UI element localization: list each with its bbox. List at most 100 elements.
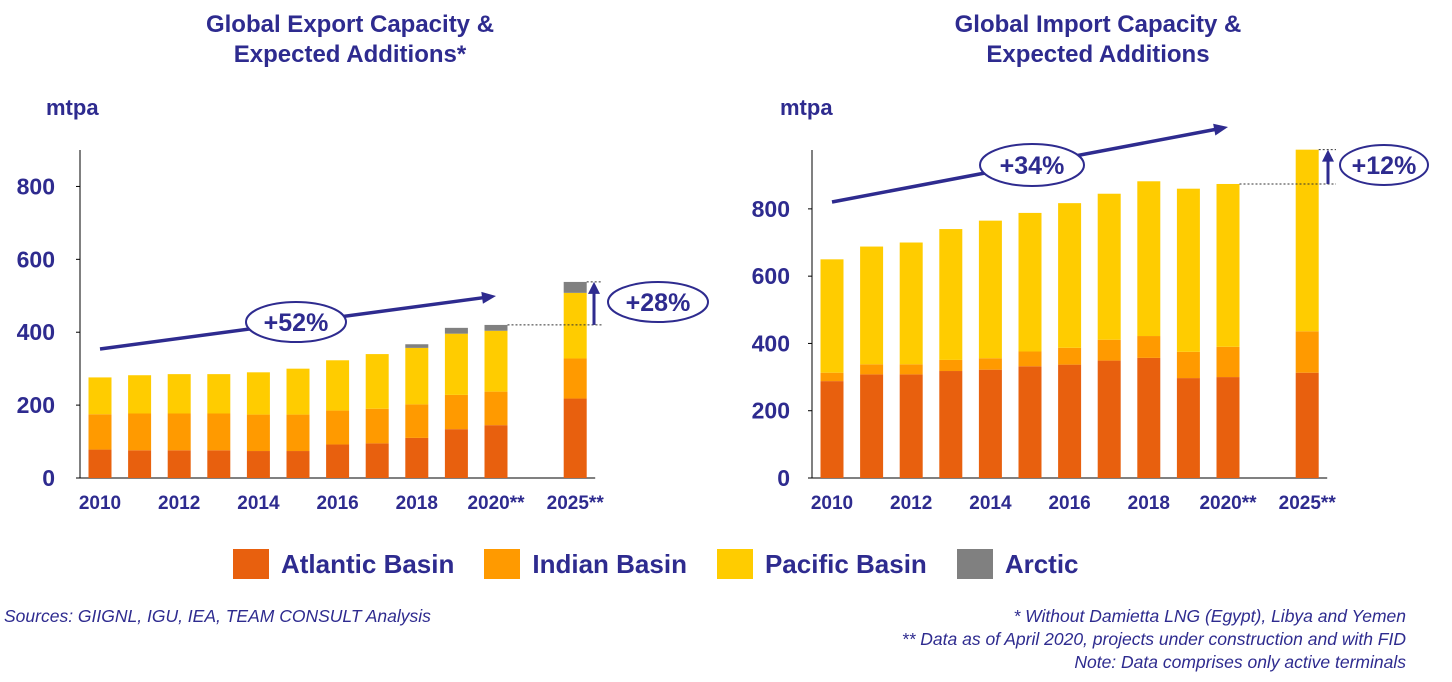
import-bar-pacific [1137,181,1161,337]
sources-note: Sources: GIIGNL, IGU, IEA, TEAM CONSULT … [4,606,431,626]
export-trend-ellipse [245,301,347,343]
legend-swatch-indian [484,549,521,579]
footnote-3: Note: Data comprises only active termina… [1074,652,1406,672]
import-bar-atlantic [1216,377,1240,478]
import-bar-atlantic [1058,364,1082,478]
import-bar-pacific [978,220,1002,359]
export-bar-atlantic [88,449,112,478]
export-addition-label: +28% [626,289,691,317]
import-bar-pacific [1097,193,1121,340]
export-x-tick-label: 2020** [467,493,525,514]
import-addition-ellipse [1339,144,1429,186]
legend-swatch-arctic [956,549,993,579]
export-bar-indian [444,394,468,430]
export-bar-pacific [563,292,587,359]
import-bar-indian [1097,339,1121,361]
export-bar-atlantic [128,450,152,478]
import-y-tick-label: 0 [777,465,790,491]
import-x-tick-label: 2016 [1048,493,1090,514]
legend-item-pacific: Pacific Basin [716,548,927,580]
import-bar-indian [1018,351,1042,367]
export-bar-pacific [286,368,310,415]
export-bar-indian [365,408,389,444]
export-bar-pacific [246,372,270,415]
export-bar-atlantic [484,425,508,478]
legend-label-indian: Indian Basin [532,548,687,579]
export-bar-atlantic [326,444,350,478]
export-y-tick-label: 0 [42,465,55,491]
export-trend-label: +52% [264,309,329,337]
export-trend-arrow-head [481,291,496,304]
export-bar-indian [484,391,508,426]
import-bar-indian [939,359,963,372]
import-trend-arrow-head [1213,123,1228,136]
legend-label-atlantic: Atlantic Basin [281,548,455,579]
import-bar-atlantic [1176,378,1200,478]
export-title-line-1: Global Export Capacity & [205,11,495,38]
import-title-line-2: Expected Additions [986,41,1210,68]
legend-swatch-atlantic [233,549,269,579]
export-bar-pacific [484,330,508,392]
import-title-line-1: Global Import Capacity & [954,11,1242,38]
import-x-tick-label: 2020** [1199,493,1257,514]
import-bar-atlantic [1018,366,1042,478]
legend-label-arctic: Arctic [1004,548,1079,579]
import-bar-atlantic [1097,360,1121,478]
export-x-tick-label: 2018 [396,493,438,514]
export-bar-indian [286,414,310,452]
legend-label-pacific: Pacific Basin [764,548,927,579]
import-bar-atlantic [978,369,1002,478]
export-bar-pacific [128,375,152,414]
legend-swatch-pacific [716,549,753,579]
import-bar-pacific [939,229,963,360]
export-bar-indian [405,404,429,438]
import-trend-label: +34% [1000,152,1065,180]
export-bar-indian [128,413,152,451]
import-bar-atlantic [820,381,844,478]
import-bar-pacific [1018,212,1042,352]
export-bar-pacific [167,374,191,414]
import-y-tick-label: 800 [752,196,790,222]
import-bar-indian [899,364,923,375]
export-bar-indian [88,414,112,450]
import-bar-pacific [860,246,884,365]
import-bar-atlantic [939,371,963,478]
import-bar-atlantic [1295,372,1319,478]
import-bar-pacific [1295,149,1319,332]
export-bar-pacific [88,377,112,415]
export-bar-atlantic [167,450,191,478]
export-y-tick-label: 400 [17,319,55,345]
export-bar-atlantic [563,398,587,478]
export-bar-pacific [444,333,468,395]
import-bar-pacific [1176,188,1200,352]
export-bar-indian [167,413,191,451]
import-bar-pacific [820,259,844,373]
export-x-tick-label: 2012 [158,493,200,514]
import-x-tick-label: 2014 [969,493,1012,514]
import-bar-indian [1216,346,1240,378]
import-x-tick-label: 2012 [890,493,932,514]
export-bar-indian [326,410,350,445]
export-addition-arrow-head [588,281,600,294]
import-y-unit: mtpa [780,95,833,120]
import-bar-indian [860,364,884,375]
import-bar-pacific [899,242,923,365]
export-y-unit: mtpa [46,95,99,120]
export-title-line-2: Expected Additions* [233,41,467,68]
legend-item-arctic: Arctic [956,548,1079,580]
export-bar-arctic [563,281,587,293]
legend: Atlantic Basin Indian Basin Pacific Basi… [233,547,1109,581]
export-x-tick-label: 2014 [237,493,280,514]
import-bar-indian [1176,351,1200,379]
export-x-tick-label: 2010 [79,493,121,514]
export-bar-atlantic [207,450,231,478]
charts-canvas: 0 200 400 600 800 2010 2012 2014 2016 2018 2020** 2… [17,123,1429,514]
footnote-2: ** Data as of April 2020, projects under… [901,629,1406,649]
export-bar-atlantic [444,429,468,478]
import-y-tick-label: 400 [752,330,790,356]
legend-item-atlantic: Atlantic Basin [233,549,454,580]
export-bar-pacific [207,374,231,414]
export-x-tick-label: 2016 [316,493,358,514]
import-x-tick-label: 2010 [811,493,853,514]
export-y-tick-label: 200 [17,392,55,418]
